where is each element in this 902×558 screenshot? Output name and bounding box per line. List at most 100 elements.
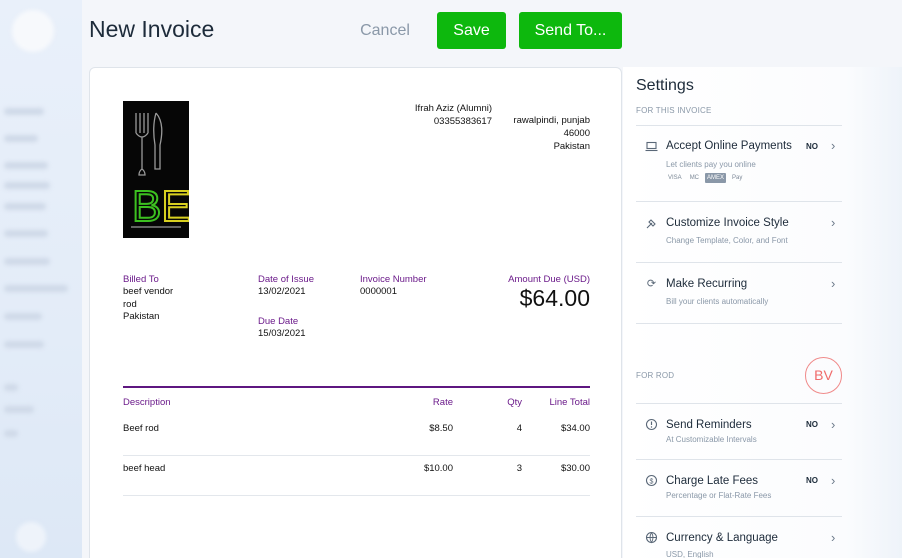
line-rate[interactable]: $10.00 [423,463,453,474]
send-reminders-title: Send Reminders [666,419,752,431]
client-country: Pakistan [123,311,160,322]
invoice-number-value[interactable]: 0000001 [360,286,397,297]
send-reminders[interactable]: Send Reminders At Customizable Intervals… [636,403,842,460]
client-avatar[interactable]: BV [805,357,842,394]
paintbrush-icon [645,217,658,230]
payment-methods: VISA MC AMEX Pay [666,173,744,183]
line-total: $30.00 [560,463,590,474]
due-date-value[interactable]: 15/03/2021 [258,328,306,339]
send-reminders-status: NO [806,420,818,429]
customize-invoice-style[interactable]: Customize Invoice Style Change Template,… [636,202,842,263]
line-description[interactable]: beef head [123,463,166,474]
line-rate[interactable]: $8.50 [429,423,453,434]
row-divider [123,455,590,456]
due-date-label: Due Date [258,316,299,327]
sender-contact[interactable]: Ifrah Aziz (Alumni) 03355383617 [340,102,492,128]
sidebar-item[interactable] [4,203,46,210]
late-fees-status: NO [806,476,818,485]
line-qty[interactable]: 3 [516,463,522,474]
charge-late-fees[interactable]: $ Charge Late Fees Percentage or Flat-Ra… [636,460,842,517]
mastercard-icon: MC [689,175,700,181]
cancel-button[interactable]: Cancel [352,19,418,43]
chevron-right-icon: › [831,276,836,291]
settings-title: Settings [636,77,694,94]
late-fees-subtitle: Percentage or Flat-Rate Fees [666,491,772,500]
sidebar-item[interactable] [4,162,48,169]
recurring-icon: ⟳ [646,278,657,290]
invoice-document: BE Ifrah Aziz (Alumni) 03355383617 rawal… [89,67,622,558]
column-header-line-total: Line Total [549,397,591,408]
currency-language-title: Currency & Language [666,532,778,544]
sender-name: Ifrah Aziz (Alumni) [414,103,492,114]
send-to-button[interactable]: Send To... [519,12,622,49]
chevron-right-icon: › [831,417,836,432]
sidebar-item[interactable] [4,313,42,320]
svg-text:$: $ [650,478,654,485]
chevron-right-icon: › [831,215,836,230]
accept-payments-subtitle: Let clients pay you online [666,160,756,169]
sender-postal: 46000 [563,128,590,139]
settings-panel: Settings FOR THIS INVOICE Accept Online … [623,67,902,558]
amount-due-label: Amount Due (USD) [508,274,590,285]
sidebar-item[interactable] [4,285,68,292]
sidebar-item[interactable] [4,384,18,391]
accept-payments-status: NO [806,142,818,151]
make-recurring-subtitle: Bill your clients automatically [666,297,769,306]
logo-lettering: BE [131,181,189,232]
sender-address[interactable]: rawalpindi, punjab 46000 Pakistan [500,114,590,153]
sidebar-item[interactable] [4,182,50,189]
accept-online-payments[interactable]: Accept Online Payments Let clients pay y… [636,125,842,202]
laptop-icon [645,140,658,153]
billed-to-label: Billed To [123,274,159,285]
client-contact: rod [123,298,137,310]
amount-due-value: $64.00 [519,285,590,311]
sender-country: Pakistan [553,141,590,152]
amex-icon: AMEX [705,173,727,183]
column-header-rate: Rate [432,397,453,408]
date-of-issue-label: Date of Issue [258,274,314,285]
sidebar-item[interactable] [4,430,18,437]
sidebar-item[interactable] [4,341,44,348]
fork-knife-icon [135,112,163,176]
page-title: New Invoice [89,16,215,42]
globe-icon [645,531,658,544]
section-label-client: FOR ROD [636,371,675,380]
sidebar-item[interactable] [4,406,34,413]
company-logo[interactable]: BE [123,101,189,238]
dollar-clock-icon: $ [645,474,658,487]
sidebar [0,0,82,558]
sidebar-item[interactable] [4,230,48,237]
client-name: beef vendor [123,286,174,297]
customize-style-title: Customize Invoice Style [666,217,789,229]
late-fees-title: Charge Late Fees [666,475,759,487]
customize-style-subtitle: Change Template, Color, and Font [666,236,788,245]
currency-language[interactable]: Currency & Language USD, English › [636,517,842,558]
chevron-right-icon: › [831,138,836,153]
save-button[interactable]: Save [437,12,506,49]
chevron-right-icon: › [831,530,836,545]
chevron-right-icon: › [831,473,836,488]
make-recurring[interactable]: ⟳ Make Recurring Bill your clients autom… [636,263,842,324]
column-header-description: Description [123,397,171,408]
line-total: $34.00 [560,423,590,434]
help-icon[interactable] [16,522,46,552]
line-qty[interactable]: 4 [516,423,522,434]
visa-icon: VISA [668,175,682,181]
apple-pay-icon: Pay [732,175,743,181]
send-reminders-subtitle: At Customizable Intervals [666,435,757,444]
column-header-qty: Qty [507,397,522,408]
make-recurring-title: Make Recurring [666,278,748,290]
sender-phone: 03355383617 [433,116,492,127]
date-of-issue-value[interactable]: 13/02/2021 [258,286,306,297]
logo-letter-b: BE [132,182,189,231]
sidebar-avatar[interactable] [12,10,54,52]
sidebar-item[interactable] [4,135,38,142]
sidebar-item[interactable] [4,108,44,115]
sidebar-item[interactable] [4,258,50,265]
section-label-invoice: FOR THIS INVOICE [636,106,712,115]
accept-payments-title: Accept Online Payments [666,140,792,152]
table-header-divider [123,386,590,388]
line-description[interactable]: Beef rod [123,423,159,434]
sender-city: rawalpindi, punjab [513,115,590,126]
billed-to-value[interactable]: beef vendor rod Pakistan [123,286,173,324]
